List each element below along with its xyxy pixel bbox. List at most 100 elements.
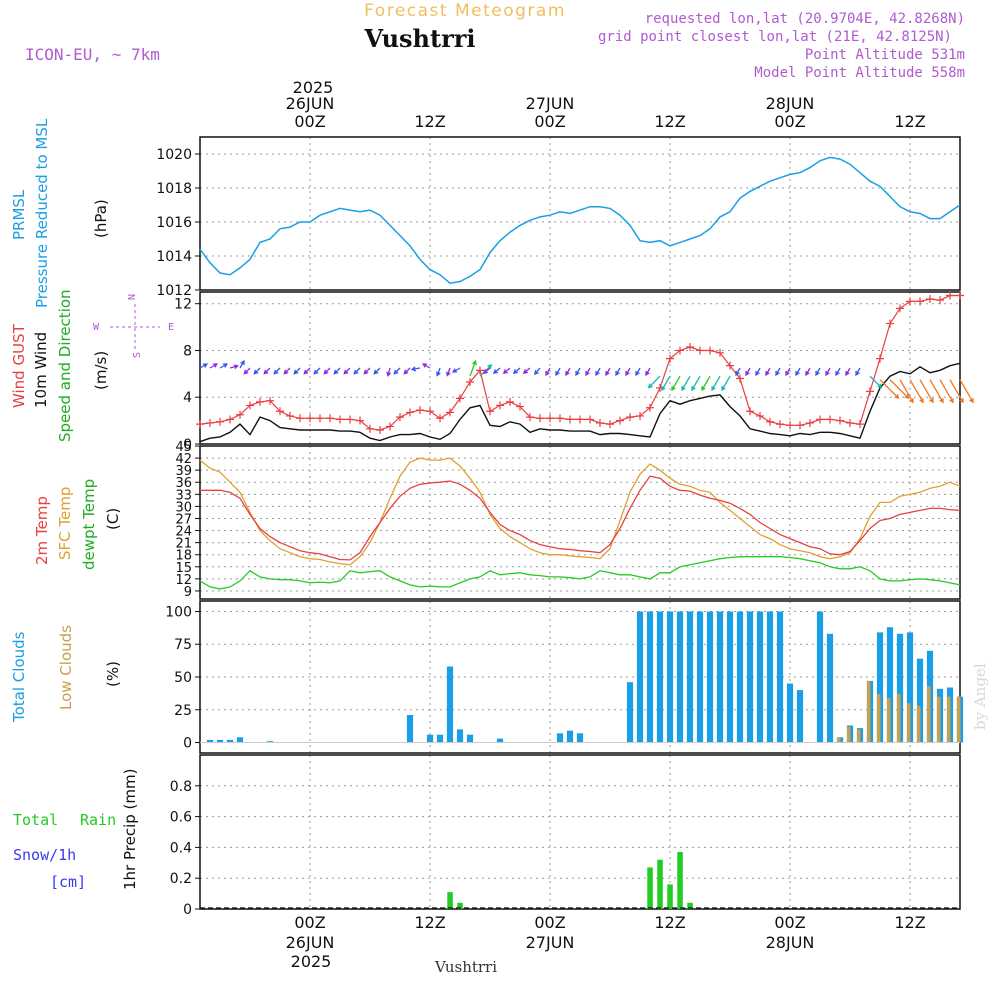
sfc-temp-line: [199, 457, 961, 566]
bottom-hour-label: 00Z: [294, 913, 325, 932]
total-cloud-bar: [576, 733, 584, 743]
precip-bars: [447, 852, 693, 909]
wind-arrow: [479, 363, 493, 377]
wind-arrow: [939, 379, 954, 404]
wind-arrow: [386, 367, 392, 378]
gust-point: [496, 401, 504, 410]
top-hour-label: 00Z: [534, 112, 565, 131]
wind-arrow: [333, 367, 341, 375]
total-cloud-bar: [706, 611, 714, 743]
top-date-label: 27JUN: [526, 94, 575, 113]
rain-bar: [447, 892, 453, 909]
total-cloud-bar: [876, 632, 884, 743]
low-clouds-label: Low Clouds: [57, 625, 75, 710]
wind-arrow: [393, 367, 401, 375]
location-title: Vushtrri: [364, 24, 476, 53]
low-cloud-bar: [886, 698, 891, 743]
total-cloud-bar: [236, 737, 244, 743]
gust-point: [606, 420, 614, 429]
wind-arrow: [929, 379, 944, 404]
gust-line: [199, 294, 960, 431]
gust-point: [576, 415, 584, 424]
gust-point: [826, 415, 834, 424]
wind-arrow: [512, 367, 521, 374]
top-hour-label: 12Z: [654, 112, 685, 131]
total-cloud-bar: [406, 715, 414, 743]
temp2m-line: [200, 475, 961, 561]
total-cloud-bar: [886, 627, 894, 743]
top-hour-label: 00Z: [774, 112, 805, 131]
precip-legend-cm: [cm]: [50, 873, 86, 891]
gust-point: [586, 415, 594, 424]
total-cloud-bar: [736, 611, 744, 743]
total-cloud-bar: [636, 611, 644, 743]
total-cloud-bar: [446, 666, 454, 743]
precip-legend-snow: Snow/1h: [13, 846, 76, 864]
compass-rose: N S W E: [93, 294, 174, 358]
panel-frame: [199, 754, 961, 910]
wind-arrow: [691, 375, 701, 392]
y-tick-label: 42: [175, 452, 192, 467]
y-tick-label: 1020: [156, 147, 192, 163]
bottom-hour-label: 12Z: [654, 913, 685, 932]
pressure-label-1: PRMSL: [10, 189, 28, 240]
wind-arrow: [635, 367, 641, 377]
wind-arrow: [436, 367, 441, 377]
wind-arrow: [253, 367, 261, 375]
gust-point: [626, 413, 634, 422]
total-cloud-bar: [206, 739, 214, 743]
gust-point: [806, 418, 814, 427]
total-cloud-bar: [906, 632, 914, 743]
model-altitude: Model Point Altitude 558m: [754, 65, 965, 81]
wind-arrow: [785, 367, 791, 377]
gust-point: [736, 374, 744, 383]
wind-panel: 0 4 8 12 N S W E: [93, 291, 974, 453]
y-tick-label: 9: [184, 585, 192, 600]
gust-point: [456, 394, 464, 403]
low-cloud-bar: [926, 686, 931, 743]
total-cloud-bar: [646, 611, 654, 743]
gust-label: Wind GUST: [10, 323, 28, 408]
gust-point: [596, 418, 604, 427]
total-cloud-bar: [686, 611, 694, 743]
requested-coords: requested lon,lat (20.9704E, 42.8268N): [645, 11, 965, 27]
panel-frame: [199, 445, 961, 600]
total-cloud-bar: [676, 611, 684, 743]
rain-bar: [647, 867, 653, 909]
total-cloud-bar: [896, 633, 904, 743]
y-tick-label: 25: [174, 703, 192, 719]
gust-point: [536, 414, 544, 423]
gust-point: [316, 414, 324, 423]
top-hour-label: 00Z: [294, 112, 325, 131]
total-cloud-bar: [436, 734, 444, 743]
gust-point: [376, 425, 384, 434]
precip-legend-rain: Rain: [80, 811, 116, 829]
wind-arrow: [795, 367, 801, 377]
total-cloud-bar: [566, 730, 574, 743]
gust-point: [956, 291, 964, 300]
rain-bar: [667, 884, 673, 909]
gust-point: [346, 415, 354, 424]
gust-point: [816, 415, 824, 424]
gust-point: [276, 407, 284, 416]
gust-point: [856, 420, 864, 429]
y-tick-label: 0: [183, 736, 192, 752]
gust-point: [326, 414, 334, 423]
gust-point: [296, 414, 304, 423]
wind-arrow: [353, 367, 361, 375]
precip-panel: 0 0.2 0.4 0.6 0.8: [170, 754, 961, 918]
wind-speed-line: [199, 362, 961, 443]
gust-point: [566, 415, 574, 424]
total-cloud-bar: [496, 738, 504, 743]
wind-arrow: [273, 367, 281, 375]
bottom-hour-label: 12Z: [414, 913, 445, 932]
low-cloud-bar: [936, 696, 941, 743]
grid: [195, 755, 960, 910]
wind-arrow: [313, 367, 321, 375]
gust-point: [406, 408, 414, 417]
wind-arrow: [661, 375, 671, 392]
wind-arrow: [765, 367, 771, 377]
rain-bar: [457, 902, 463, 909]
